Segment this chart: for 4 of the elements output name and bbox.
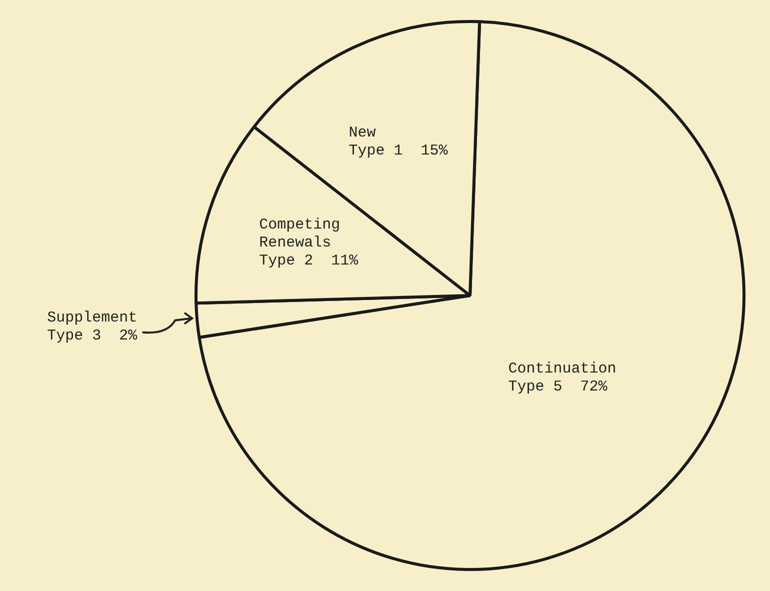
slice-label: Competing Renewals Type 2 11% [259, 216, 360, 270]
slice-label: New Type 1 15% [348, 124, 449, 160]
slice-label: Supplement Type 3 2% [47, 309, 138, 344]
slice-label: Continuation Type 5 72% [508, 360, 616, 396]
